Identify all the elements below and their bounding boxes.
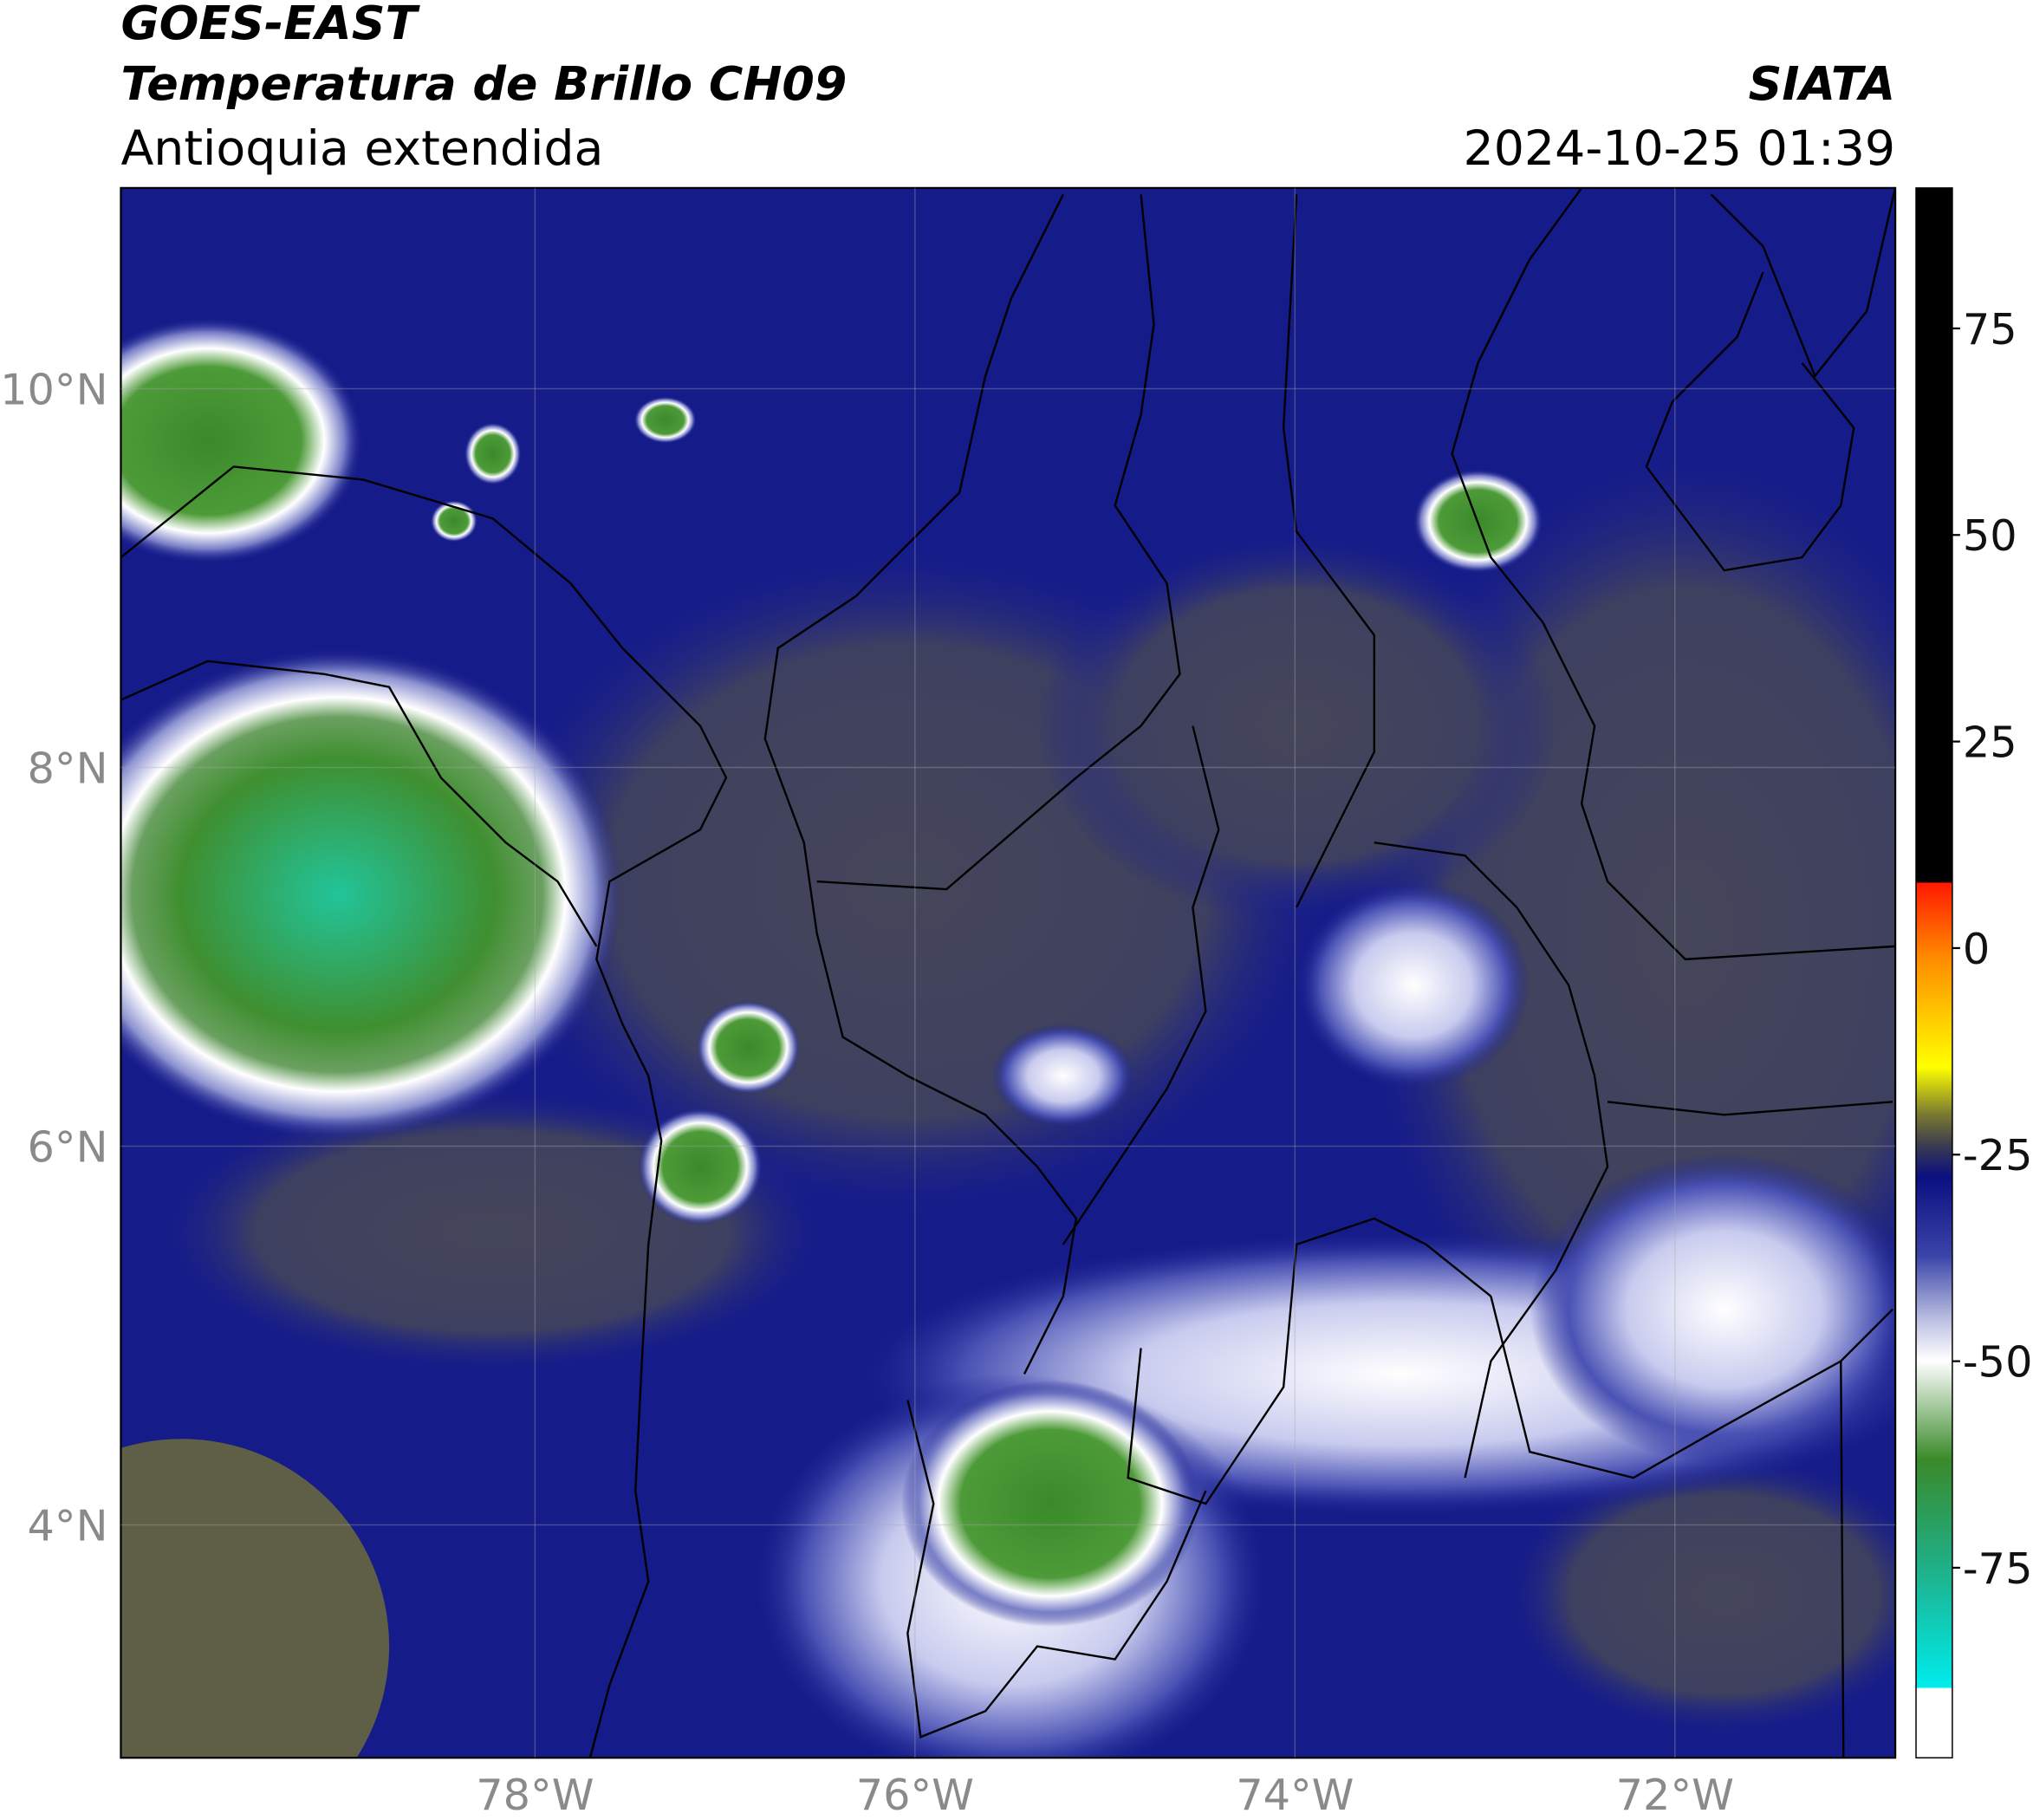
colorbar-tick-label: 0 bbox=[1963, 924, 1990, 974]
y-tick-label: 4°N bbox=[28, 1500, 108, 1550]
title: GOES-EAST bbox=[120, 0, 420, 50]
subtitle: Temperatura de Brillo CH09 bbox=[120, 56, 847, 111]
x-tick-label: 76°W bbox=[856, 1770, 974, 1820]
x-tick-label: 72°W bbox=[1616, 1770, 1734, 1820]
datetime: 2024-10-25 01:39 bbox=[1464, 121, 1896, 177]
colorbar-tick-label: -25 bbox=[1963, 1130, 2033, 1180]
region: Antioquia extendida bbox=[120, 121, 603, 177]
x-tick-label: 78°W bbox=[476, 1770, 594, 1820]
map-frame bbox=[120, 186, 1897, 1759]
colorbar-tick-label: 50 bbox=[1963, 510, 2017, 561]
colorbar bbox=[1915, 187, 1953, 1758]
colorbar-tick-label: 75 bbox=[1963, 304, 2017, 354]
y-tick-label: 8°N bbox=[28, 743, 108, 793]
colorbar-tick-label: -75 bbox=[1963, 1544, 2033, 1594]
colorbar-tick-label: 25 bbox=[1963, 718, 2017, 768]
satellite-image bbox=[120, 187, 1896, 1758]
y-tick-label: 6°N bbox=[28, 1121, 108, 1172]
x-tick-label: 74°W bbox=[1236, 1770, 1354, 1820]
source: SIATA bbox=[1749, 56, 1896, 111]
y-tick-label: 10°N bbox=[0, 364, 107, 414]
colorbar-tick-label: -50 bbox=[1963, 1337, 2033, 1388]
